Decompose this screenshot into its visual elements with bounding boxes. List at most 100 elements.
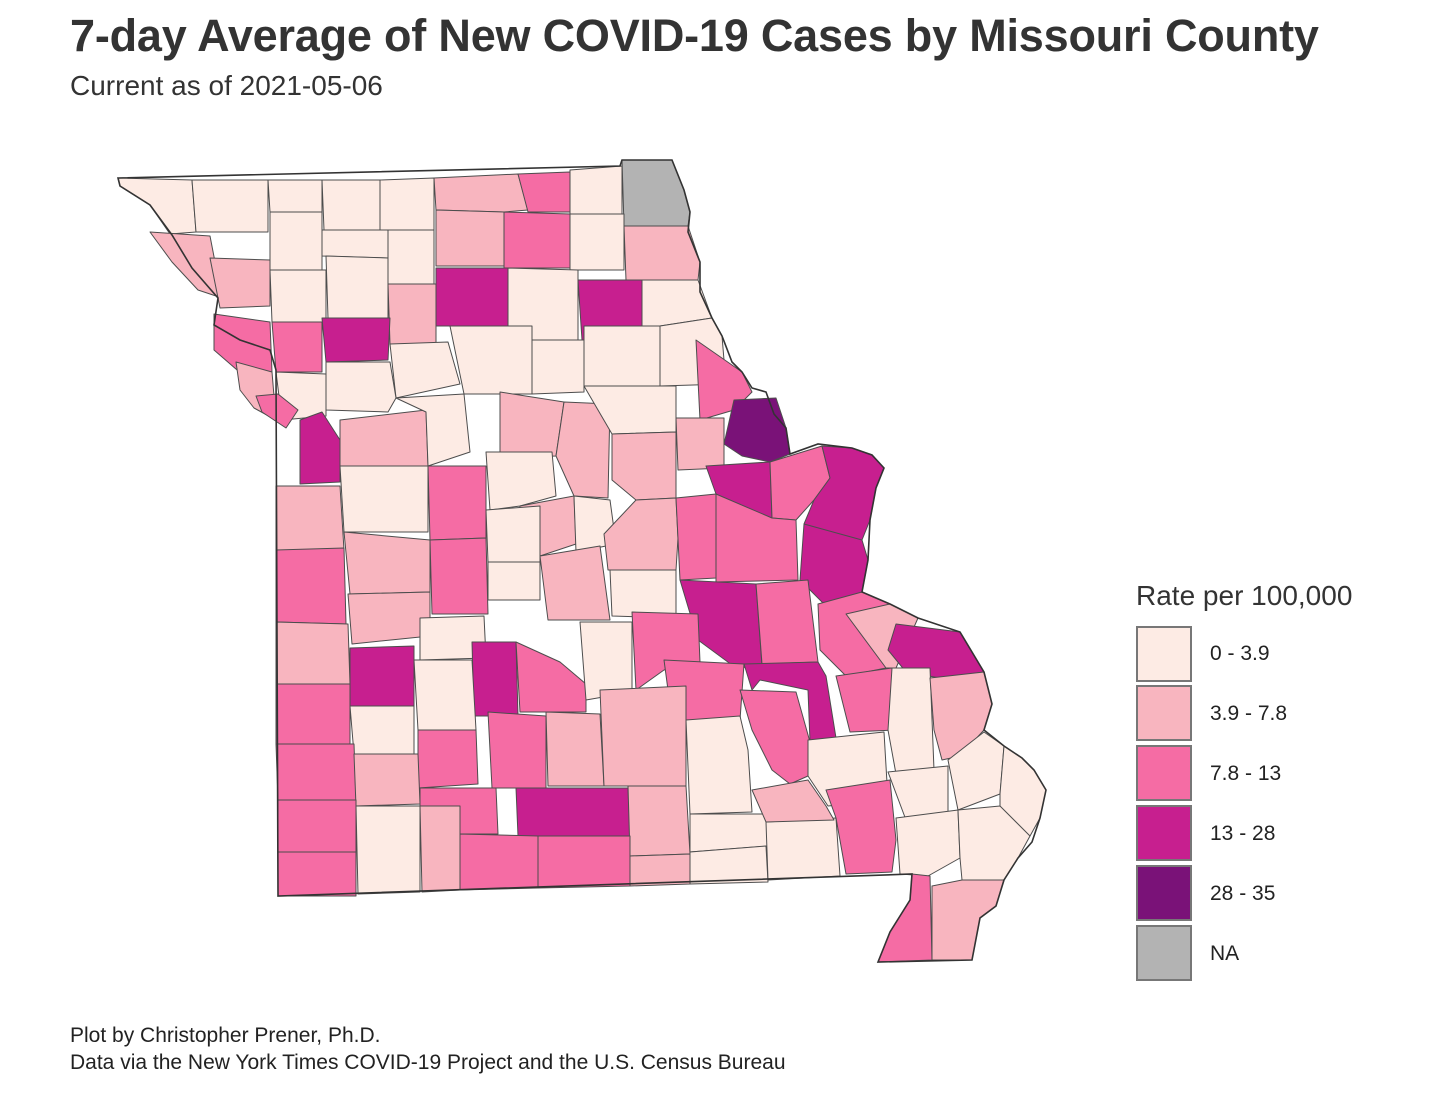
county	[387, 229, 435, 285]
county	[487, 711, 547, 789]
county	[299, 411, 341, 485]
legend-swatch	[1136, 626, 1192, 682]
county	[353, 753, 421, 807]
county	[349, 705, 415, 755]
county	[689, 845, 769, 885]
county	[275, 485, 345, 551]
county	[269, 211, 323, 271]
county	[277, 799, 357, 853]
county	[675, 417, 725, 471]
county	[275, 683, 351, 745]
county	[191, 179, 269, 233]
legend-label: NA	[1210, 942, 1240, 965]
legend-swatch	[1136, 685, 1192, 741]
county	[435, 209, 505, 267]
county	[579, 621, 633, 701]
county	[277, 851, 357, 897]
county	[339, 465, 429, 533]
legend-swatch	[1136, 745, 1192, 801]
legend-label: 3.9 - 7.8	[1210, 702, 1288, 725]
map-subtitle: Current as of 2021-05-06	[70, 70, 383, 101]
legend-item: 28 - 35	[1136, 864, 1396, 924]
county	[621, 159, 691, 227]
map-legend: Rate per 100,000 0 - 3.9 3.9 - 7.8 7.8 - 1…	[1136, 580, 1396, 984]
county	[499, 391, 565, 459]
county	[609, 569, 677, 619]
county	[583, 325, 661, 387]
legend-items: 0 - 3.9 3.9 - 7.8 7.8 - 13 13 - 28 28 - 35 NA	[1136, 624, 1396, 984]
county	[417, 729, 479, 789]
county	[459, 833, 539, 891]
legend-item: 0 - 3.9	[1136, 624, 1396, 684]
county	[629, 853, 691, 887]
county	[825, 779, 897, 875]
legend-item: 13 - 28	[1136, 804, 1396, 864]
county	[271, 321, 323, 373]
legend-label: 0 - 3.9	[1210, 642, 1270, 665]
county	[471, 641, 519, 717]
county	[515, 641, 587, 713]
county	[321, 317, 391, 363]
county	[325, 255, 389, 319]
legend-item: 3.9 - 7.8	[1136, 684, 1396, 744]
county	[887, 667, 935, 775]
county	[117, 177, 197, 235]
county	[931, 879, 1005, 961]
county	[531, 339, 585, 395]
county	[611, 431, 677, 501]
legend-title: Rate per 100,000	[1136, 580, 1353, 611]
county	[675, 493, 717, 581]
county	[419, 805, 461, 893]
county	[599, 685, 687, 787]
county	[269, 269, 327, 323]
county	[627, 785, 691, 857]
county	[275, 621, 351, 685]
county	[433, 173, 529, 213]
county	[569, 165, 623, 215]
county	[877, 873, 933, 963]
county	[387, 283, 437, 345]
county	[347, 591, 431, 645]
county	[751, 779, 835, 823]
county	[715, 493, 799, 583]
county	[209, 257, 271, 309]
county	[355, 805, 421, 895]
county	[321, 179, 381, 231]
county-layer	[117, 159, 1047, 963]
county	[895, 809, 961, 877]
county	[275, 743, 357, 801]
county	[739, 689, 811, 785]
legend-swatch	[1136, 805, 1192, 861]
county	[623, 225, 701, 281]
legend-swatch	[1136, 925, 1192, 981]
county	[485, 505, 541, 563]
county	[343, 531, 431, 595]
county	[537, 835, 631, 889]
caption: Plot by Christopher Prener, Ph.D. Data v…	[70, 1022, 786, 1076]
county	[835, 667, 897, 733]
county	[539, 545, 611, 621]
county	[435, 267, 509, 327]
county	[487, 561, 541, 601]
county	[321, 229, 389, 259]
county	[685, 715, 753, 815]
county	[503, 211, 571, 269]
county	[569, 213, 625, 271]
county	[603, 497, 679, 571]
caption-source: Data via the New York Times COVID-19 Pro…	[70, 1051, 786, 1074]
county	[275, 547, 347, 625]
legend-item: NA	[1136, 924, 1396, 984]
county	[765, 817, 841, 881]
county	[515, 787, 631, 837]
legend-label: 7.8 - 13	[1210, 762, 1282, 785]
county	[755, 579, 819, 665]
county	[389, 341, 461, 399]
county	[255, 393, 299, 429]
county	[267, 179, 323, 213]
county	[379, 177, 435, 231]
county	[349, 645, 415, 707]
county	[545, 711, 605, 787]
county	[395, 393, 471, 467]
county	[427, 465, 487, 541]
